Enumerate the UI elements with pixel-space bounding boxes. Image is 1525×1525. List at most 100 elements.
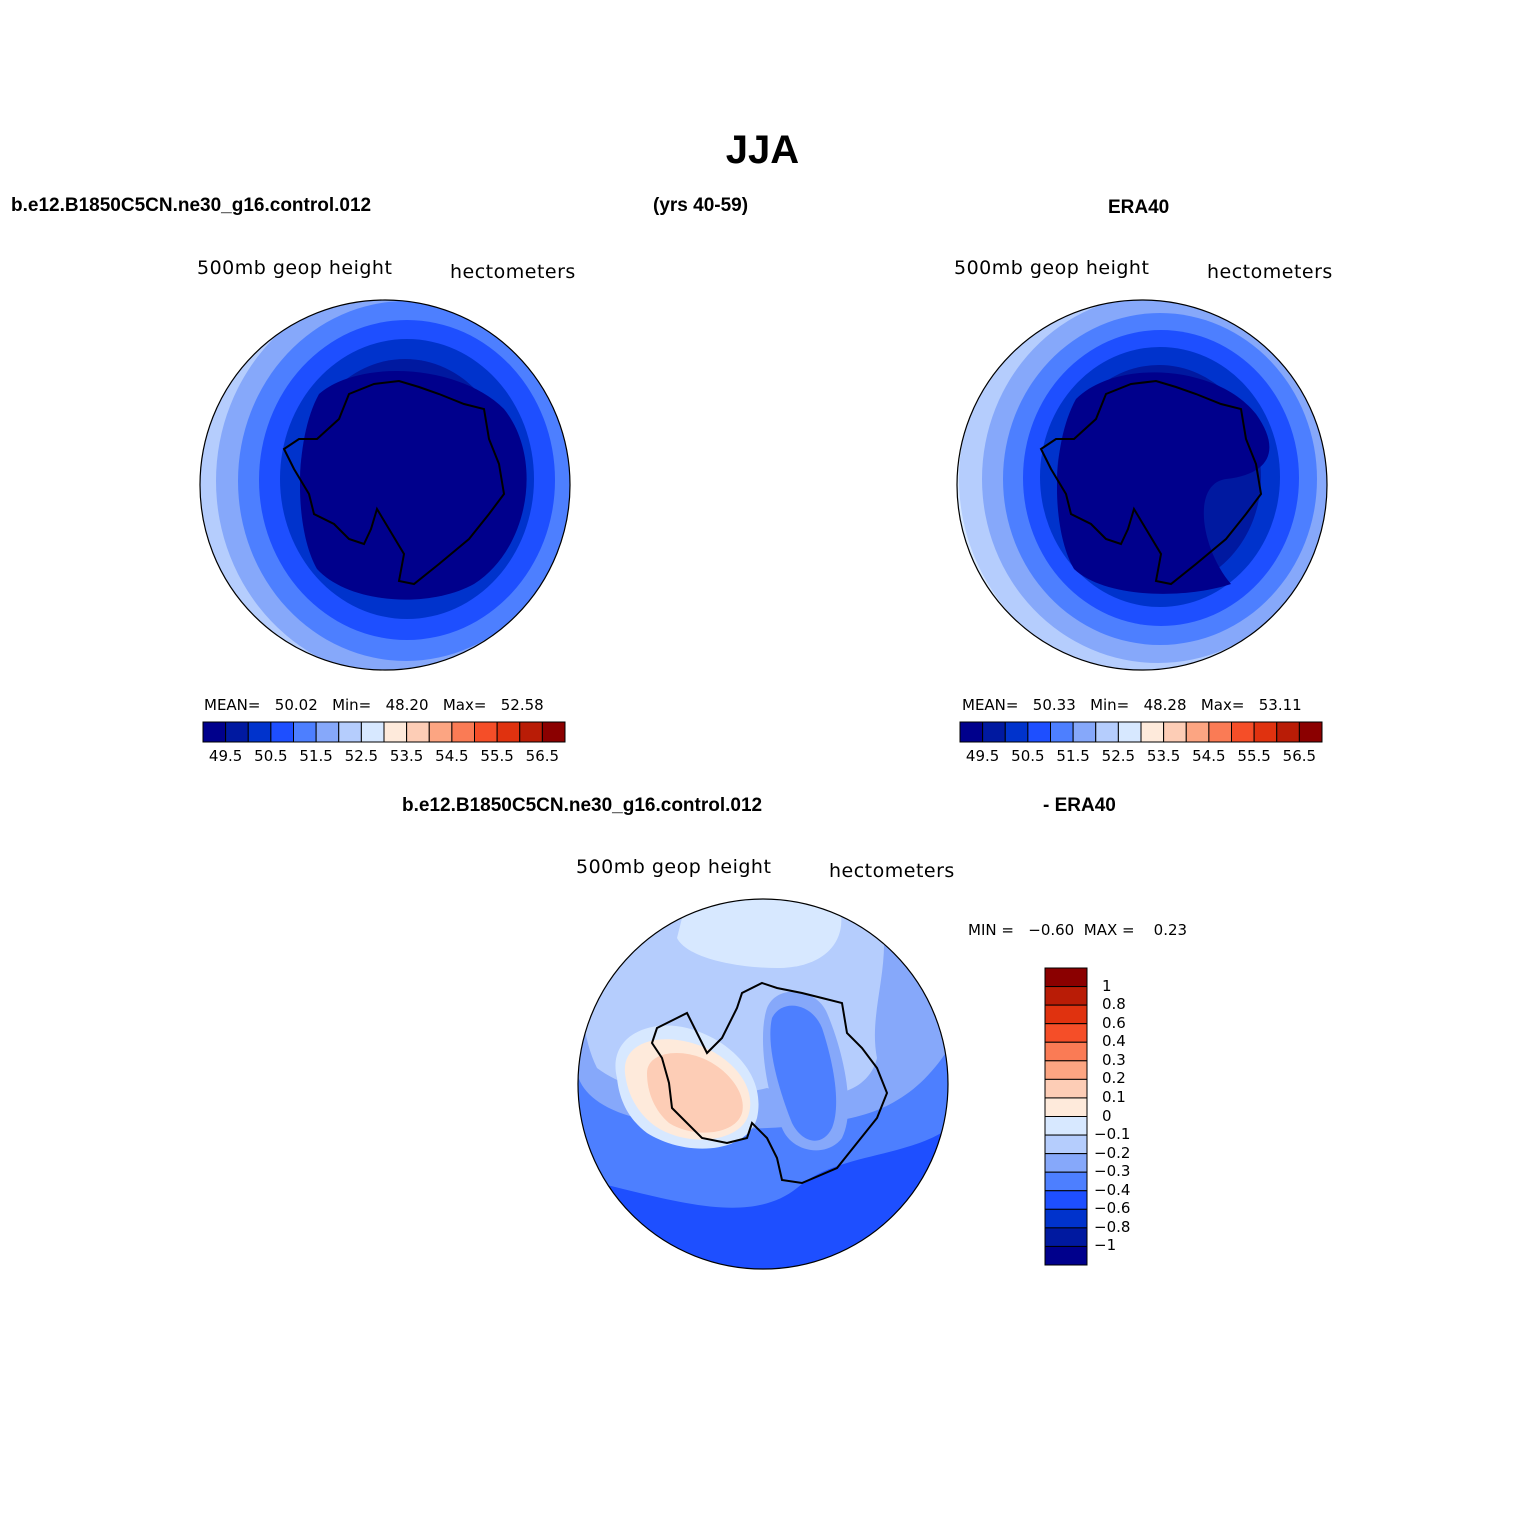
colorbar-swatch [1253,721,1278,743]
diff-colorbar-ticks: 1 0.8 0.6 0.4 0.3 0.2 0.1 0 −0.1 −0.2 −0.3 −0.4 −0.6… [1094,967,1154,1266]
colorbar-swatch [293,721,317,743]
min-label: Min= [1090,696,1130,714]
colorbar-tick-label: −0.4 [1094,1180,1131,1199]
mean-label: MEAN= [962,696,1019,714]
colorbar-tick-label: 54.5 [435,747,469,765]
colorbar-tick-label: 54.5 [1192,747,1226,765]
colorbar-tick-label: 56.5 [525,747,560,765]
model-colorbar-ticks: 49.5 50.5 51.5 52.5 53.5 54.5 55.5 56.5 [203,747,565,767]
colorbar-swatch [982,721,1006,743]
colorbar-tick-label: 55.5 [480,747,514,765]
colorbar-swatch [383,721,408,743]
colorbar-swatch [959,721,984,743]
colorbar-tick-label: −0.6 [1094,1199,1131,1218]
colorbar-swatch [1298,721,1323,743]
min-label: MIN = [968,921,1014,939]
colorbar-tick-label: −1 [1094,1236,1117,1255]
min-value: 48.20 [385,696,429,714]
colorbar-swatch [1185,721,1210,743]
colorbar-swatch [519,721,543,743]
colorbar-swatch [1140,721,1165,743]
colorbar-swatch [1044,1208,1088,1229]
diff-polar-map [577,898,949,1270]
colorbar-tick-label: 51.5 [1056,747,1090,765]
colorbar-swatch [360,721,385,743]
variable-label: 500mb geop height [576,856,772,878]
colorbar-tick-label: 53.5 [1146,747,1181,765]
colorbar-swatch [1027,721,1051,743]
colorbar-swatch [451,721,475,743]
mean-value: 50.02 [274,696,318,714]
colorbar-swatch [1044,1023,1088,1043]
colorbar-swatch [1276,721,1300,743]
colorbar-swatch [1095,721,1119,743]
colorbar-swatch [1044,986,1088,1006]
colorbar-tick-label: −0.3 [1094,1162,1131,1181]
max-value: 53.11 [1258,696,1302,714]
colorbar-swatch [1044,1190,1088,1210]
units-label: hectometers [450,261,576,283]
min-value: 48.28 [1143,696,1187,714]
obs-stats: MEAN= 50.33 Min= 48.28 Max= 53.11 [962,696,1302,714]
model-colorbar [202,721,566,743]
colorbar-swatch [1050,721,1074,743]
variable-label: 500mb geop height [197,257,393,279]
units-label: hectometers [829,860,955,882]
mean-label: MEAN= [204,696,261,714]
colorbar-tick-label: 51.5 [299,747,333,765]
colorbar-swatch [496,721,521,743]
years-label: (yrs 40-59) [653,195,749,216]
colorbar-tick-label: 1 [1102,976,1112,995]
colorbar-swatch [1117,721,1142,743]
colorbar-tick-label: 52.5 [344,747,379,765]
max-label: Max= [442,696,487,714]
max-label: MAX = [1083,921,1135,939]
colorbar-swatch [1004,721,1029,743]
colorbar-tick-label: 55.5 [1237,747,1271,765]
colorbar-swatch [1044,1097,1088,1117]
colorbar-swatch [1208,721,1232,743]
max-value: 0.23 [1153,921,1188,939]
colorbar-tick-label: −0.2 [1094,1143,1131,1162]
diff-minmax: MIN = −0.60 MAX = 0.23 [968,921,1187,939]
colorbar-swatch [338,721,362,743]
colorbar-swatch [1163,721,1187,743]
colorbar-tick-label: 49.5 [965,747,1000,765]
colorbar-swatch [1044,1078,1088,1099]
colorbar-swatch [315,721,340,743]
min-value: −0.60 [1028,921,1075,939]
colorbar-swatch [1044,1245,1088,1266]
colorbar-tick-label: 50.5 [1011,747,1045,765]
colorbar-tick-label: 0.1 [1102,1087,1126,1106]
max-value: 52.58 [500,696,544,714]
colorbar-swatch [406,721,430,743]
colorbar-tick-label: 0.8 [1102,995,1126,1014]
colorbar-swatch [1072,721,1097,743]
model-case-label: b.e12.B1850C5CN.ne30_g16.control.012 [11,195,372,216]
colorbar-swatch [1044,1116,1088,1136]
max-label: Max= [1200,696,1245,714]
colorbar-tick-label: 50.5 [254,747,288,765]
obs-polar-map [956,299,1328,671]
antarctica-coastline [1039,379,1263,586]
antarctica-coastline [282,379,506,586]
colorbar-tick-label: 0.4 [1102,1032,1126,1051]
colorbar-tick-label: 0 [1102,1106,1112,1125]
colorbar-swatch [1044,1041,1088,1062]
mean-value: 50.33 [1032,696,1076,714]
colorbar-swatch [270,721,294,743]
colorbar-swatch [1044,1153,1088,1173]
colorbar-swatch [1044,1004,1088,1025]
colorbar-tick-label: 52.5 [1101,747,1136,765]
colorbar-swatch [474,721,498,743]
colorbar-swatch [225,721,249,743]
colorbar-tick-label: −0.1 [1094,1125,1131,1144]
model-polar-map [199,299,571,671]
colorbar-tick-label: 56.5 [1282,747,1317,765]
colorbar-tick-label: 49.5 [208,747,243,765]
colorbar-swatch [247,721,272,743]
diff-model-label: b.e12.B1850C5CN.ne30_g16.control.012 [402,795,763,816]
obs-colorbar-ticks: 49.5 50.5 51.5 52.5 53.5 54.5 55.5 56.5 [960,747,1322,767]
variable-label: 500mb geop height [954,257,1150,279]
colorbar-tick-label: 0.2 [1102,1069,1126,1088]
